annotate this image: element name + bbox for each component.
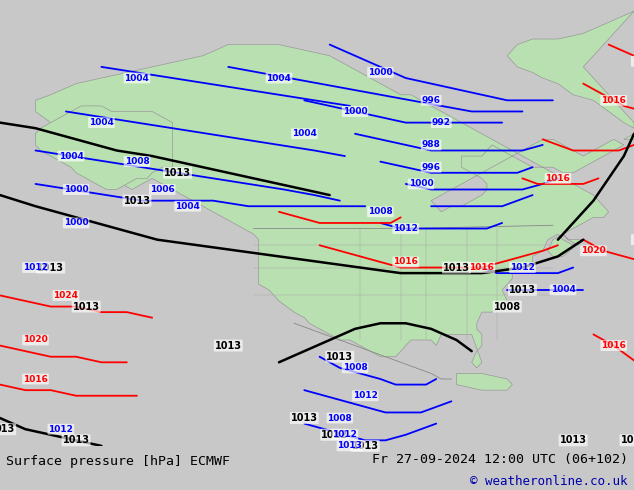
Text: 1012: 1012 xyxy=(48,425,74,434)
Polygon shape xyxy=(507,0,634,128)
Text: 1012: 1012 xyxy=(23,263,48,272)
Text: 1020: 1020 xyxy=(23,336,48,344)
Text: 1000: 1000 xyxy=(368,68,392,77)
Text: 1008: 1008 xyxy=(368,207,393,216)
Text: 1013: 1013 xyxy=(327,352,353,362)
Text: 1012: 1012 xyxy=(321,430,348,440)
Text: 1000: 1000 xyxy=(409,179,433,189)
Text: 1004: 1004 xyxy=(175,202,200,211)
Text: 1004: 1004 xyxy=(266,74,292,82)
Text: 1012: 1012 xyxy=(510,263,535,272)
Text: 1013: 1013 xyxy=(37,263,64,272)
Text: 1013: 1013 xyxy=(291,413,318,423)
Text: 1016: 1016 xyxy=(601,96,626,105)
Text: 1004: 1004 xyxy=(550,285,576,294)
Text: 1013: 1013 xyxy=(443,263,470,272)
Text: 1020: 1020 xyxy=(581,246,606,255)
Polygon shape xyxy=(624,128,634,145)
Text: 1004: 1004 xyxy=(124,74,150,82)
Text: 1012: 1012 xyxy=(393,224,418,233)
Text: 996: 996 xyxy=(422,96,441,105)
Text: 1013: 1013 xyxy=(164,168,191,178)
Polygon shape xyxy=(36,106,172,190)
Text: 1016: 1016 xyxy=(23,374,48,384)
Text: 1020: 1020 xyxy=(631,235,634,244)
Text: 1024: 1024 xyxy=(53,291,79,300)
Polygon shape xyxy=(456,373,512,390)
Text: 1020: 1020 xyxy=(631,57,634,66)
Text: 1000: 1000 xyxy=(343,107,367,116)
Text: 1012: 1012 xyxy=(332,430,358,439)
Text: 013: 013 xyxy=(0,424,15,434)
Text: 1012: 1012 xyxy=(353,391,378,400)
Text: 996: 996 xyxy=(422,163,441,172)
Text: 988: 988 xyxy=(422,141,441,149)
Text: 1008: 1008 xyxy=(342,364,368,372)
Text: 1016: 1016 xyxy=(601,341,626,350)
Text: 1013: 1013 xyxy=(215,341,242,350)
Text: Surface pressure [hPa] ECMWF: Surface pressure [hPa] ECMWF xyxy=(6,455,230,468)
Text: 1004: 1004 xyxy=(58,151,84,161)
Text: 1013: 1013 xyxy=(621,435,634,445)
Polygon shape xyxy=(36,45,624,368)
Text: 1013: 1013 xyxy=(560,435,586,445)
Text: 1013: 1013 xyxy=(63,435,89,445)
Text: 1000: 1000 xyxy=(64,219,88,227)
Text: 1016: 1016 xyxy=(545,174,571,183)
Text: 1008: 1008 xyxy=(494,301,521,312)
Text: 1000: 1000 xyxy=(64,185,88,194)
Text: 1013: 1013 xyxy=(352,441,378,451)
Text: © weatheronline.co.uk: © weatheronline.co.uk xyxy=(470,475,628,488)
Text: 1013: 1013 xyxy=(124,196,150,206)
Text: 1008: 1008 xyxy=(327,414,353,422)
Text: 1013: 1013 xyxy=(509,285,536,295)
Text: 1016: 1016 xyxy=(469,263,495,272)
Text: 1013: 1013 xyxy=(73,301,100,312)
Text: 1013: 1013 xyxy=(337,441,363,450)
Text: 1006: 1006 xyxy=(150,185,175,194)
Text: 1016: 1016 xyxy=(393,257,418,267)
Text: 1004: 1004 xyxy=(89,118,114,127)
Text: Fr 27-09-2024 12:00 UTC (06+102): Fr 27-09-2024 12:00 UTC (06+102) xyxy=(372,453,628,466)
Text: 1004: 1004 xyxy=(292,129,317,138)
Text: 992: 992 xyxy=(432,118,451,127)
Text: 1008: 1008 xyxy=(124,157,150,166)
